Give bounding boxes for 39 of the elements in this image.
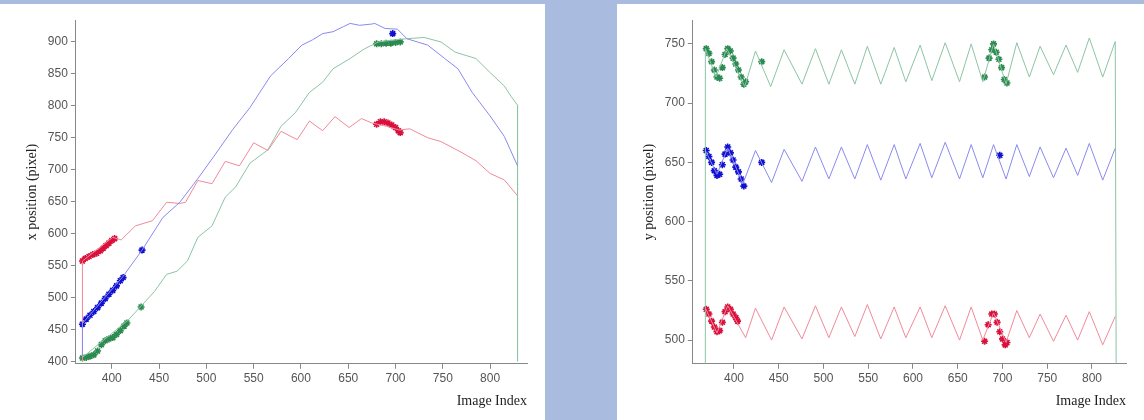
- x-tick-label: 550: [243, 371, 264, 386]
- x-tick-label: 600: [902, 371, 924, 386]
- y-tick-label: 700: [47, 161, 69, 176]
- y-tick-label: 700: [664, 95, 686, 110]
- y-tick-label: 500: [664, 332, 686, 347]
- y-tick-label: 400: [47, 353, 69, 368]
- x-tick-label: 550: [858, 371, 879, 386]
- y-tick-label: 550: [47, 257, 69, 272]
- x-tick-label: 450: [768, 371, 790, 386]
- y-axis-title: y position (pixel): [641, 143, 658, 241]
- y-tick-label: 450: [47, 321, 69, 336]
- x-tick-label: 500: [813, 371, 834, 386]
- y-tick-label: 550: [664, 273, 686, 288]
- x-tick-label: 650: [338, 371, 359, 386]
- y-tick-label: 800: [47, 98, 69, 113]
- x-tick-label: 750: [1037, 371, 1058, 386]
- x-tick-label: 700: [992, 371, 1013, 386]
- x-tick-label: 650: [947, 371, 969, 386]
- x-tick-label: 450: [149, 371, 170, 386]
- y-tick-label: 600: [664, 213, 686, 228]
- y-tick-label: 500: [47, 289, 69, 304]
- x-tick-label: 750: [432, 371, 454, 386]
- x-tick-label: 600: [290, 371, 312, 386]
- y-tick-label: 900: [47, 34, 69, 49]
- y-tick-label: 650: [664, 154, 686, 169]
- x-axis-title: Image Index: [1055, 393, 1126, 409]
- y-axis-title: x position (pixel): [24, 143, 41, 241]
- y-tick-label: 650: [47, 193, 69, 208]
- y-tick-label: 750: [664, 36, 686, 51]
- y-tick-label: 850: [47, 66, 69, 81]
- x-tick-label: 800: [1081, 371, 1103, 386]
- y-tick-label: 600: [47, 225, 69, 240]
- y-tick-label: 750: [47, 130, 69, 145]
- x-axis-title: Image Index: [456, 393, 527, 409]
- x-tick-label: 400: [723, 371, 745, 386]
- x-tick-label: 400: [101, 371, 123, 386]
- x-tick-label: 500: [196, 371, 217, 386]
- x-tick-label: 700: [385, 371, 406, 386]
- x-tick-label: 800: [480, 371, 501, 386]
